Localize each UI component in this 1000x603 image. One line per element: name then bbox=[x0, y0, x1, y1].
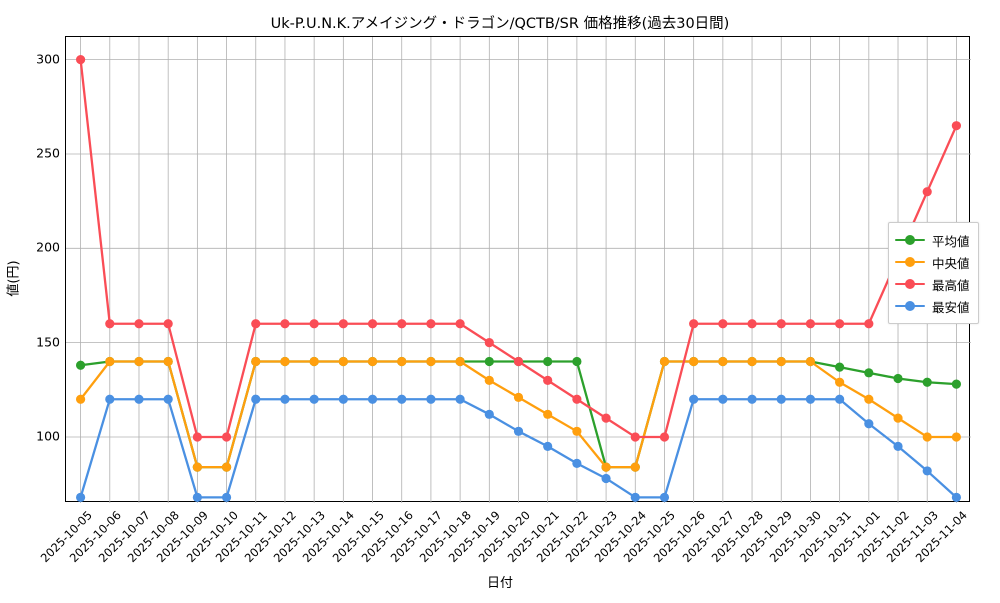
legend-item-2[interactable]: 最高値 bbox=[895, 273, 970, 295]
legend-swatch-icon bbox=[895, 256, 925, 268]
legend-swatch-icon bbox=[895, 234, 925, 246]
legend-label: 最安値 bbox=[932, 299, 970, 315]
y-tick-label: 200 bbox=[36, 239, 60, 255]
legend-label: 中央値 bbox=[932, 255, 970, 271]
plot-area bbox=[65, 36, 971, 503]
x-axis-label: 日付 bbox=[486, 576, 513, 591]
legend-label: 平均値 bbox=[932, 233, 970, 249]
y-tick-label: 300 bbox=[36, 51, 60, 67]
legend-item-1[interactable]: 中央値 bbox=[895, 251, 970, 273]
y-axis-tick-labels: 100 150 200 250 300 bbox=[8, 0, 60, 600]
y-tick-label: 100 bbox=[36, 428, 60, 444]
y-axis-label: 値(円) bbox=[6, 260, 22, 297]
chart-title: Uk-P.U.N.K.アメイジング・ドラゴン/QCTB/SR 価格推移(過去30… bbox=[270, 16, 730, 32]
legend-item-3[interactable]: 最安値 bbox=[895, 295, 970, 317]
plot-series-svg bbox=[66, 37, 971, 503]
legend-item-0[interactable]: 平均値 bbox=[895, 229, 970, 251]
y-tick-label: 150 bbox=[36, 334, 60, 350]
legend-swatch-icon bbox=[895, 278, 925, 290]
y-tick-label: 250 bbox=[36, 145, 60, 161]
legend-swatch-icon bbox=[895, 300, 925, 312]
legend-label: 最高値 bbox=[932, 277, 970, 293]
chart-legend: 平均値中央値最高値最安値 bbox=[888, 222, 979, 324]
